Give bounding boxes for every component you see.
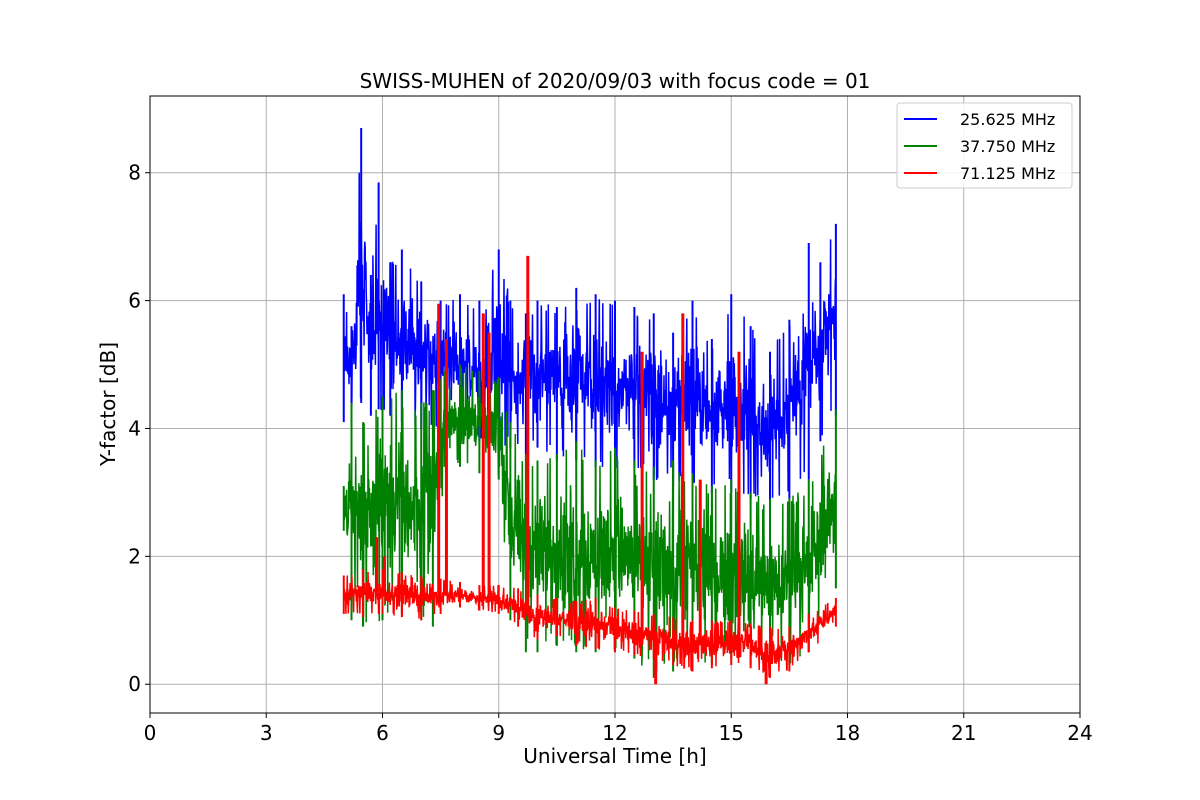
legend-box [896, 102, 1073, 189]
x-tick-label: 0 [144, 721, 157, 745]
legend-label: 71.125 MHz [960, 164, 1055, 183]
x-tick-label: 3 [260, 721, 273, 745]
y-tick-label: 4 [128, 416, 141, 440]
x-tick-label: 24 [1067, 721, 1092, 745]
y-tick-label: 8 [128, 161, 141, 185]
x-ticks: 0 3 6 9 12 15 18 21 24 [144, 713, 1093, 745]
series-trace [343, 367, 837, 677]
series-trace [343, 172, 837, 498]
x-axis-label: Universal Time [h] [523, 744, 706, 768]
series-25-625-mhz [342, 127, 837, 506]
x-tick-label: 12 [602, 721, 627, 745]
x-tick-label: 18 [835, 721, 860, 745]
x-tick-label: 9 [492, 721, 505, 745]
legend-label: 37.750 MHz [960, 137, 1055, 156]
y-tick-label: 0 [128, 672, 141, 696]
series-layer [342, 127, 837, 685]
legend: 25.625 MHz 37.750 MHz 71.125 MHz [896, 102, 1073, 189]
chart-title: SWISS-MUHEN of 2020/09/03 with focus cod… [360, 69, 871, 93]
y-ticks: 0 2 4 6 8 [128, 161, 150, 696]
series-71-125-mhz [342, 255, 837, 685]
x-tick-label: 15 [719, 721, 744, 745]
series-trace [343, 571, 837, 678]
y-tick-label: 2 [128, 544, 141, 568]
y-tick-label: 6 [128, 289, 141, 313]
legend-label: 25.625 MHz [960, 110, 1055, 129]
y-axis-label: Y-factor [dB] [96, 342, 120, 467]
x-tick-label: 6 [376, 721, 389, 745]
x-tick-label: 21 [951, 721, 976, 745]
